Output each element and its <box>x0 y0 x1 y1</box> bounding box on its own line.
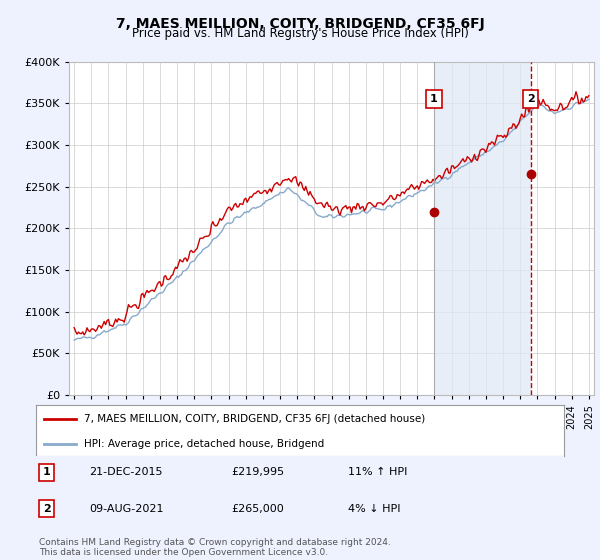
Text: 09-AUG-2021: 09-AUG-2021 <box>89 504 163 514</box>
Text: 7, MAES MEILLION, COITY, BRIDGEND, CF35 6FJ (detached house): 7, MAES MEILLION, COITY, BRIDGEND, CF35 … <box>83 414 425 424</box>
Text: £265,000: £265,000 <box>232 504 284 514</box>
Text: 11% ↑ HPI: 11% ↑ HPI <box>347 468 407 478</box>
Text: 4% ↓ HPI: 4% ↓ HPI <box>347 504 400 514</box>
Text: 2: 2 <box>527 94 535 104</box>
Text: 1: 1 <box>430 94 438 104</box>
Text: Price paid vs. HM Land Registry's House Price Index (HPI): Price paid vs. HM Land Registry's House … <box>131 27 469 40</box>
Text: 21-DEC-2015: 21-DEC-2015 <box>89 468 162 478</box>
Text: 1: 1 <box>43 468 50 478</box>
Text: HPI: Average price, detached house, Bridgend: HPI: Average price, detached house, Brid… <box>83 438 324 449</box>
Text: 2: 2 <box>43 504 50 514</box>
Text: £219,995: £219,995 <box>232 468 284 478</box>
Text: Contains HM Land Registry data © Crown copyright and database right 2024.
This d: Contains HM Land Registry data © Crown c… <box>39 538 391 557</box>
Text: 7, MAES MEILLION, COITY, BRIDGEND, CF35 6FJ: 7, MAES MEILLION, COITY, BRIDGEND, CF35 … <box>116 17 484 31</box>
Bar <box>434 62 530 395</box>
